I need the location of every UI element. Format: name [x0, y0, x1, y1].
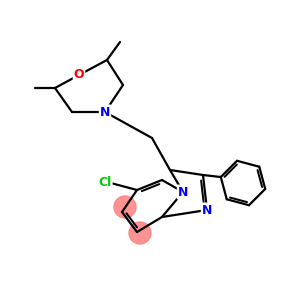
- Circle shape: [114, 196, 136, 218]
- Circle shape: [129, 222, 151, 244]
- Text: Cl: Cl: [98, 176, 112, 188]
- Text: N: N: [202, 203, 212, 217]
- Text: O: O: [74, 68, 84, 82]
- Text: N: N: [100, 106, 110, 118]
- Text: N: N: [178, 185, 188, 199]
